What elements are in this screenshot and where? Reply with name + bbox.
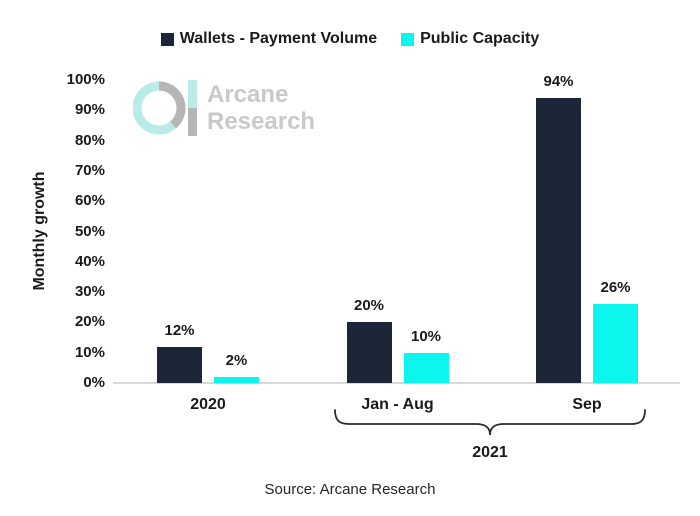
year-group-label: 2021 <box>472 444 508 461</box>
x-category-label-sep: Sep <box>572 396 602 413</box>
bar-public-capacity-sep <box>593 304 638 383</box>
bar-public-capacity-2020 <box>214 376 259 383</box>
bar-wallets-payment-volume-2020 <box>157 346 202 383</box>
legend-swatch-wallets <box>160 32 174 46</box>
bar-public-capacity-jan-aug <box>403 352 449 383</box>
bar-value-label-public-capacity-2020: 2% <box>225 351 248 369</box>
y-tick-label-0: 0% <box>83 374 105 391</box>
arcane-research-logo-icon <box>133 80 197 136</box>
legend-item-wallets: Wallets - Payment Volume <box>160 30 378 48</box>
y-tick-label-70: 70% <box>74 161 105 179</box>
y-tick-label-60: 60% <box>74 192 105 210</box>
legend-label-wallets: Wallets - Payment Volume <box>179 30 378 47</box>
legend: Wallets - Payment Volume Public Capacity <box>0 30 700 48</box>
bar-value-label-wallets-payment-volume-jan-aug: 20% <box>353 297 385 315</box>
y-tick-label-20: 20% <box>74 313 105 331</box>
y-tick-label-50: 50% <box>74 222 105 240</box>
y-tick-label-40: 40% <box>74 252 105 270</box>
bar-value-label-public-capacity-sep: 26% <box>600 279 631 297</box>
watermark-line1: Arcane <box>207 81 289 108</box>
source-caption: Source: Arcane Research <box>264 481 436 498</box>
legend-label-public-capacity: Public Capacity <box>420 30 540 47</box>
watermark: Arcane Research <box>133 78 315 138</box>
bar-value-label-wallets-payment-volume-2020: 12% <box>164 321 195 339</box>
watermark-line2: Research <box>207 108 316 135</box>
bar-wallets-payment-volume-sep <box>536 98 581 383</box>
y-tick-label-10: 10% <box>74 343 105 361</box>
x-category-label-jan-aug: Jan - Aug <box>361 396 434 413</box>
x-category-label-2020: 2020 <box>190 396 226 413</box>
x-axis-line <box>113 382 680 384</box>
legend-swatch-public-capacity <box>401 32 415 46</box>
y-tick-label-80: 80% <box>74 131 105 149</box>
year-group-bracket <box>334 409 646 436</box>
bar-wallets-payment-volume-jan-aug <box>346 322 392 383</box>
bar-value-label-wallets-payment-volume-sep: 94% <box>543 73 574 91</box>
y-tick-label-90: 90% <box>74 101 105 119</box>
y-tick-label-100: 100% <box>66 71 105 88</box>
legend-item-public-capacity: Public Capacity <box>401 30 539 48</box>
bar-value-label-public-capacity-jan-aug: 10% <box>410 327 442 345</box>
y-tick-label-30: 30% <box>74 283 105 301</box>
watermark-text: Arcane Research <box>207 81 315 135</box>
